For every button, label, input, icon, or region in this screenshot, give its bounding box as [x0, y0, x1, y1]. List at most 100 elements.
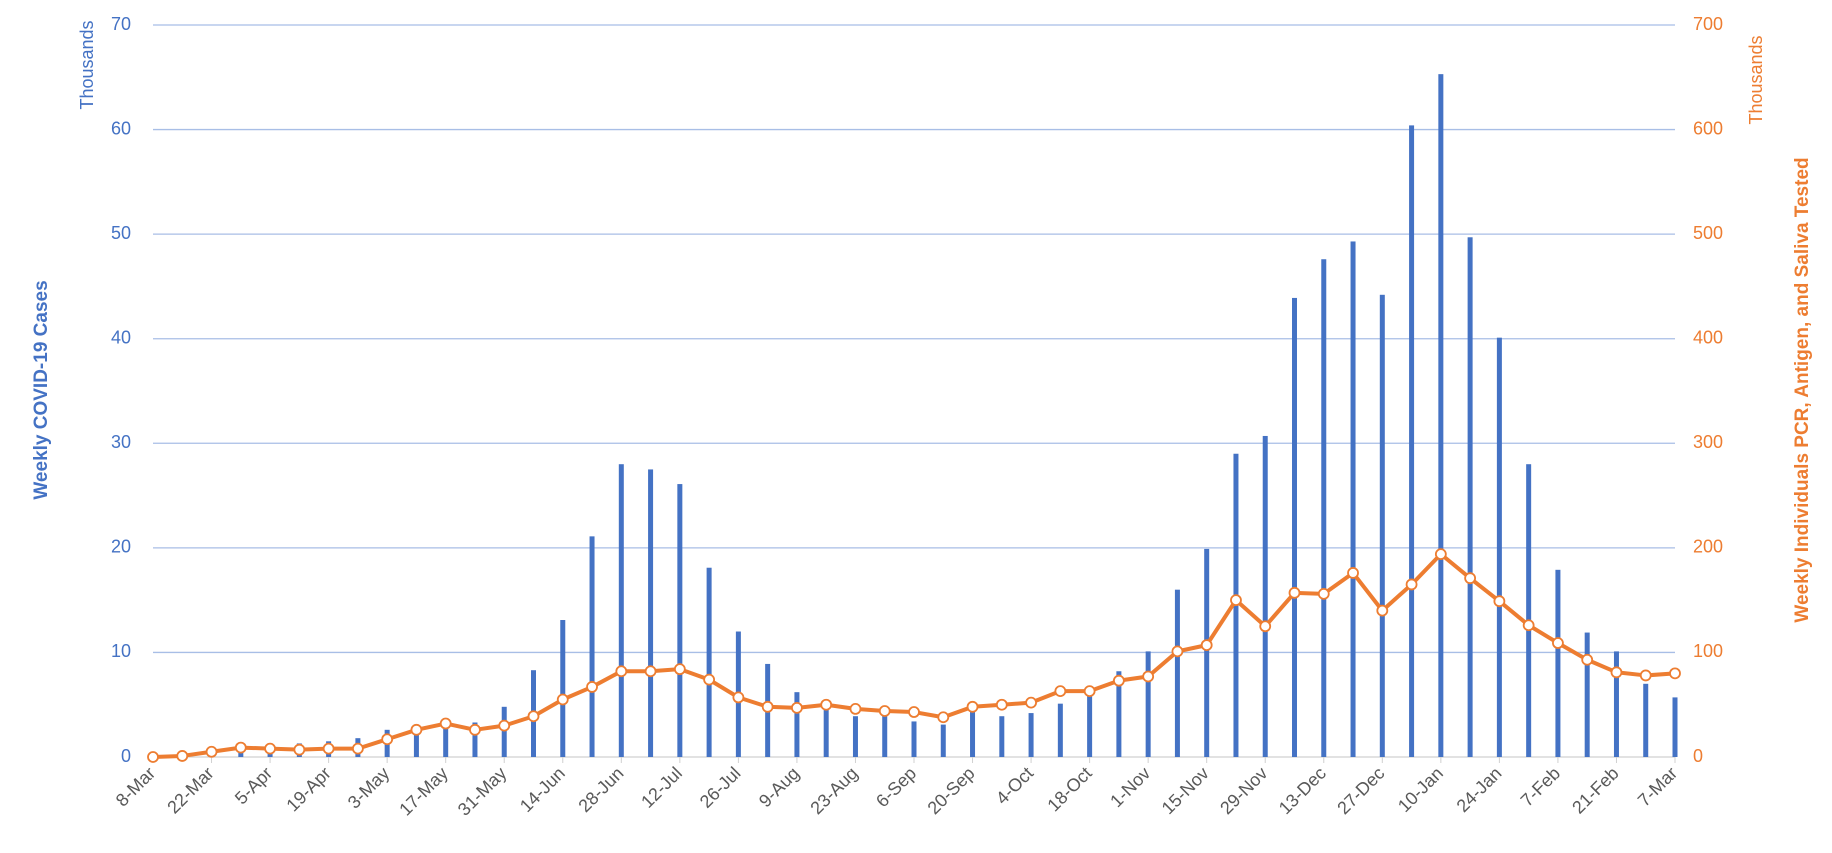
bar	[911, 721, 917, 757]
line-marker	[351, 742, 364, 755]
line-marker	[1376, 604, 1389, 617]
bar	[1116, 671, 1122, 757]
bar	[1526, 464, 1532, 757]
bar	[1292, 297, 1297, 757]
bar	[1145, 651, 1151, 757]
y2-axis-title: Weekly Individuals PCR, Antigen, and Sal…	[1792, 157, 1813, 622]
line-marker	[1083, 685, 1096, 698]
x-tick-label: 23-Aug	[806, 763, 861, 818]
bar	[589, 536, 595, 757]
y2-tick-label: 700	[1693, 14, 1723, 34]
y-tick-label: 50	[111, 223, 131, 243]
line-marker	[527, 710, 540, 723]
x-tick-label: 26-Jul	[696, 763, 745, 812]
bar	[1555, 569, 1561, 757]
x-tick-label: 3-May	[344, 763, 394, 813]
bar	[1379, 294, 1385, 757]
y2-tick-label: 200	[1693, 537, 1723, 557]
line-marker	[1639, 669, 1652, 682]
line-marker	[1259, 620, 1272, 633]
bar	[823, 704, 829, 757]
x-tick-label: 10-Jan	[1394, 763, 1447, 816]
bar	[677, 484, 683, 757]
bar	[794, 692, 800, 757]
y2-tick-label: 600	[1693, 118, 1723, 138]
y2-tick-label: 0	[1693, 746, 1703, 766]
line-marker	[1493, 595, 1506, 608]
y2-tick-label: 400	[1693, 327, 1723, 347]
x-tick-label: 22-Mar	[163, 763, 217, 817]
x-tick-label: 7-Mar	[1634, 763, 1681, 810]
line-marker	[410, 723, 423, 736]
line-marker	[1171, 645, 1184, 658]
y-tick-label: 70	[111, 14, 131, 34]
line-marker	[1054, 685, 1067, 698]
y-tick-label: 30	[111, 432, 131, 452]
bar	[648, 469, 654, 757]
line-marker	[147, 751, 159, 763]
x-tick-label: 31-May	[454, 763, 511, 820]
y-tick-label: 60	[111, 118, 131, 138]
line-marker	[556, 693, 569, 706]
line-marker	[205, 745, 218, 758]
line-marker	[644, 665, 657, 678]
line-marker	[615, 665, 628, 678]
line-marker	[498, 719, 511, 732]
bar	[970, 708, 976, 757]
line-marker	[381, 733, 394, 746]
line-marker	[1230, 594, 1242, 607]
y-unit: Thousands	[77, 20, 97, 109]
y2-tick-label: 100	[1693, 641, 1723, 661]
x-tick-label: 14-Jun	[516, 763, 569, 816]
line-marker	[849, 702, 862, 715]
x-tick-label: 13-Dec	[1275, 763, 1330, 818]
x-tick-label: 9-Aug	[755, 763, 803, 811]
line-marker	[703, 673, 716, 686]
bar	[560, 620, 566, 757]
line-marker	[1434, 548, 1447, 561]
bar	[1643, 683, 1649, 757]
line-marker	[264, 742, 276, 755]
line-marker	[1581, 653, 1594, 666]
bar	[1438, 74, 1444, 758]
bar	[852, 716, 858, 757]
bar	[1467, 237, 1473, 757]
x-tick-label: 18-Oct	[1043, 763, 1095, 815]
bar	[706, 567, 712, 757]
line-marker	[761, 700, 774, 713]
line-marker	[1464, 572, 1477, 585]
bar	[1496, 337, 1502, 757]
y-tick-label: 20	[111, 537, 131, 557]
x-tick-label: 8-Mar	[112, 763, 159, 810]
y-axis-title: Weekly COVID-19 Cases	[31, 280, 52, 499]
line-marker	[176, 750, 189, 762]
x-tick-label: 15-Nov	[1158, 763, 1213, 818]
bar	[999, 716, 1005, 757]
line-marker	[732, 691, 745, 704]
y2-unit: Thousands	[1746, 35, 1766, 124]
x-tick-label: 28-Jun	[574, 763, 627, 816]
y-tick-label: 0	[121, 746, 131, 766]
bar	[940, 724, 946, 757]
line-marker	[1142, 670, 1155, 683]
x-tick-label: 17-May	[395, 763, 452, 820]
bar	[443, 721, 449, 757]
line-marker	[791, 701, 803, 714]
x-tick-label: 24-Jan	[1453, 763, 1506, 816]
bar	[1028, 713, 1034, 757]
line-marker	[1522, 619, 1535, 632]
line-marker	[1200, 639, 1213, 652]
bar	[1613, 651, 1619, 757]
x-tick-label: 5-Apr	[231, 763, 276, 808]
line-marker	[1669, 667, 1681, 680]
x-tick-label: 19-Apr	[282, 763, 334, 815]
line-marker	[1317, 587, 1330, 600]
line-marker	[1405, 578, 1418, 591]
line-marker	[322, 742, 335, 755]
bar	[1321, 259, 1327, 757]
bar	[1409, 125, 1415, 758]
line-marker	[293, 743, 306, 756]
bar	[618, 464, 624, 757]
line-marker	[439, 717, 452, 730]
bar	[1584, 632, 1590, 757]
